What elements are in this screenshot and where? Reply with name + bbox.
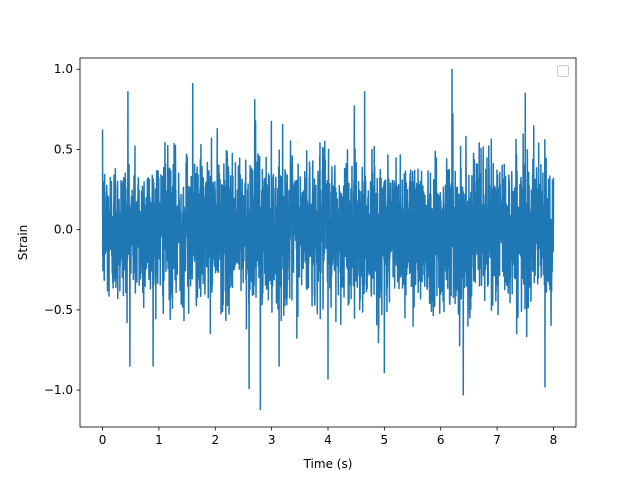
- x-axis-label: Time (s): [303, 457, 353, 471]
- y-axis-ticks: −1.0 −0.5 0.0 0.5 1.0: [44, 62, 80, 397]
- x-axis-ticks: 0 1 2 3 4 5 6 7 8: [99, 427, 558, 447]
- y-axis-label: Strain: [16, 225, 30, 261]
- x-tick-label: 1: [155, 433, 163, 447]
- x-tick-label: 5: [381, 433, 389, 447]
- y-tick-label: −1.0: [44, 383, 73, 397]
- y-tick-label: 0.5: [54, 142, 73, 156]
- y-tick-label: −0.5: [44, 303, 73, 317]
- series-line: [101, 68, 555, 411]
- x-tick-label: 2: [211, 433, 219, 447]
- y-tick-label: 0.0: [54, 223, 73, 237]
- x-tick-label: 7: [493, 433, 501, 447]
- x-tick-label: 0: [99, 433, 107, 447]
- x-tick-label: 4: [324, 433, 332, 447]
- series-layer: [101, 68, 555, 411]
- x-tick-label: 3: [268, 433, 276, 447]
- legend-box: [557, 65, 569, 77]
- x-tick-label: 8: [550, 433, 558, 447]
- x-tick-label: 6: [437, 433, 445, 447]
- y-tick-label: 1.0: [54, 62, 73, 76]
